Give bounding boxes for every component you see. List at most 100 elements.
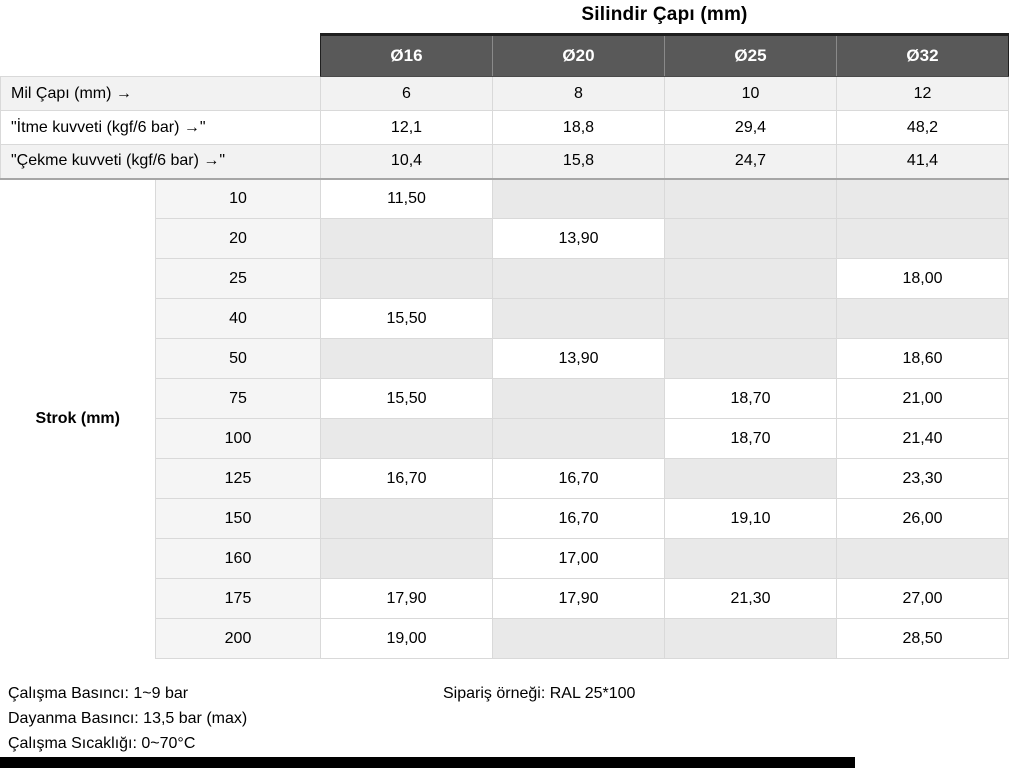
strok-row-20: 20 13,90 [1,218,1009,259]
spec-value-cell: 10,4 [320,144,493,180]
price-cell: 13,90 [492,218,665,259]
spec-value-cell: 8 [492,76,665,111]
strok-value-label: 10 [155,178,321,219]
empty-cell [836,298,1009,339]
price-cell: 27,00 [836,578,1009,619]
empty-cell [664,218,837,259]
empty-cell [320,218,493,259]
spec-value-cell: 12,1 [320,110,493,145]
empty-cell [492,418,665,459]
note-working-temperature: Çalışma Sıcaklığı: 0~70°C [8,735,196,752]
spec-row-cekme-kuvveti: "Çekme kuvveti (kgf/6 bar) →" 10,4 15,8 … [0,144,1009,180]
spec-row-itme-kuvveti: "İtme kuvveti (kgf/6 bar) →" 12,1 18,8 2… [0,110,1009,145]
column-header-d32: Ø32 [836,33,1009,77]
strok-row-50: 50 13,90 18,60 [1,338,1009,379]
price-cell: 17,90 [492,578,665,619]
strok-value-label: 20 [155,218,321,259]
strok-value-label: 160 [155,538,321,579]
spec-value-cell: 12 [836,76,1009,111]
price-cell: 18,00 [836,258,1009,299]
order-example-text: Sipariş örneği: RAL 25*100 [443,685,636,702]
spec-row-mil-capi: Mil Çapı (mm) → 6 8 10 12 [0,76,1009,111]
spec-value-cell: 6 [320,76,493,111]
cylinder-spec-table: Ø16 Ø20 Ø25 Ø32 Mil Çapı (mm) → 6 8 10 1… [0,33,1009,659]
price-cell: 18,70 [664,418,837,459]
strok-row-150: 150 16,70 19,10 26,00 [1,498,1009,539]
empty-cell [664,538,837,579]
strok-value-label: 150 [155,498,321,539]
spec-row-label: "Çekme kuvveti (kgf/6 bar) →" [0,144,321,180]
strok-row-160: 160 17,00 [1,538,1009,579]
strok-row-100: 100 18,70 21,40 [1,418,1009,459]
price-cell: 17,00 [492,538,665,579]
empty-cell [836,178,1009,219]
empty-cell [664,258,837,299]
spec-value-cell: 48,2 [836,110,1009,145]
strok-row-75: 75 15,50 18,70 21,00 [1,378,1009,419]
empty-cell [664,338,837,379]
strok-value-label: 125 [155,458,321,499]
price-cell: 17,90 [320,578,493,619]
empty-cell [320,538,493,579]
empty-cell [836,538,1009,579]
empty-cell [492,378,665,419]
price-cell: 19,00 [320,618,493,659]
empty-cell [664,178,837,219]
price-cell: 21,00 [836,378,1009,419]
spec-value-cell: 15,8 [492,144,665,180]
empty-cell [492,298,665,339]
strok-row-40: 40 15,50 [1,298,1009,339]
price-cell: 23,30 [836,458,1009,499]
spec-value-cell: 41,4 [836,144,1009,180]
spec-value-cell: 29,4 [664,110,837,145]
table-header-row: Ø16 Ø20 Ø25 Ø32 [0,33,1009,77]
empty-cell [492,618,665,659]
price-cell: 13,90 [492,338,665,379]
empty-cell [320,258,493,299]
strok-value-label: 175 [155,578,321,619]
price-cell: 18,60 [836,338,1009,379]
price-cell: 21,40 [836,418,1009,459]
note-working-pressure: Çalışma Basıncı: 1~9 bar [8,685,189,702]
price-cell: 28,50 [836,618,1009,659]
price-cell: 15,50 [320,378,493,419]
empty-cell [320,338,493,379]
empty-cell [492,178,665,219]
strok-value-label: 100 [155,418,321,459]
strok-value-label: 40 [155,298,321,339]
strok-value-label: 200 [155,618,321,659]
strok-row-200: 200 19,00 28,50 [1,618,1009,659]
empty-cell [320,498,493,539]
strok-section-label: Strok (mm) [0,178,156,659]
empty-cell [664,458,837,499]
price-cell: 16,70 [320,458,493,499]
strok-value-label: 50 [155,338,321,379]
price-cell: 11,50 [320,178,493,219]
header-blank-cell [0,34,321,77]
empty-cell [836,218,1009,259]
price-cell: 15,50 [320,298,493,339]
strok-row-125: 125 16,70 16,70 23,30 [1,458,1009,499]
page-title: Silindir Çapı (mm) [581,4,748,25]
strok-value-label: 25 [155,258,321,299]
strok-row-10: Strok (mm) 10 11,50 [0,178,1009,659]
spec-value-cell: 18,8 [492,110,665,145]
column-header-d25: Ø25 [664,33,837,77]
spec-value-cell: 24,7 [664,144,837,180]
footer-notes: Çalışma Basıncı: 1~9 bar Dayanma Basıncı… [8,681,247,756]
price-cell: 16,70 [492,458,665,499]
note-max-pressure: Dayanma Basıncı: 13,5 bar (max) [8,710,248,727]
empty-cell [320,418,493,459]
empty-cell [664,618,837,659]
empty-cell [664,298,837,339]
price-cell: 18,70 [664,378,837,419]
price-cell: 16,70 [492,498,665,539]
bottom-black-bar [0,757,855,768]
strok-value-label: 75 [155,378,321,419]
price-cell: 19,10 [664,498,837,539]
strok-row-175: 175 17,90 17,90 21,30 27,00 [1,578,1009,619]
empty-cell [492,258,665,299]
price-cell: 21,30 [664,578,837,619]
price-cell: 26,00 [836,498,1009,539]
column-header-d20: Ø20 [492,33,665,77]
